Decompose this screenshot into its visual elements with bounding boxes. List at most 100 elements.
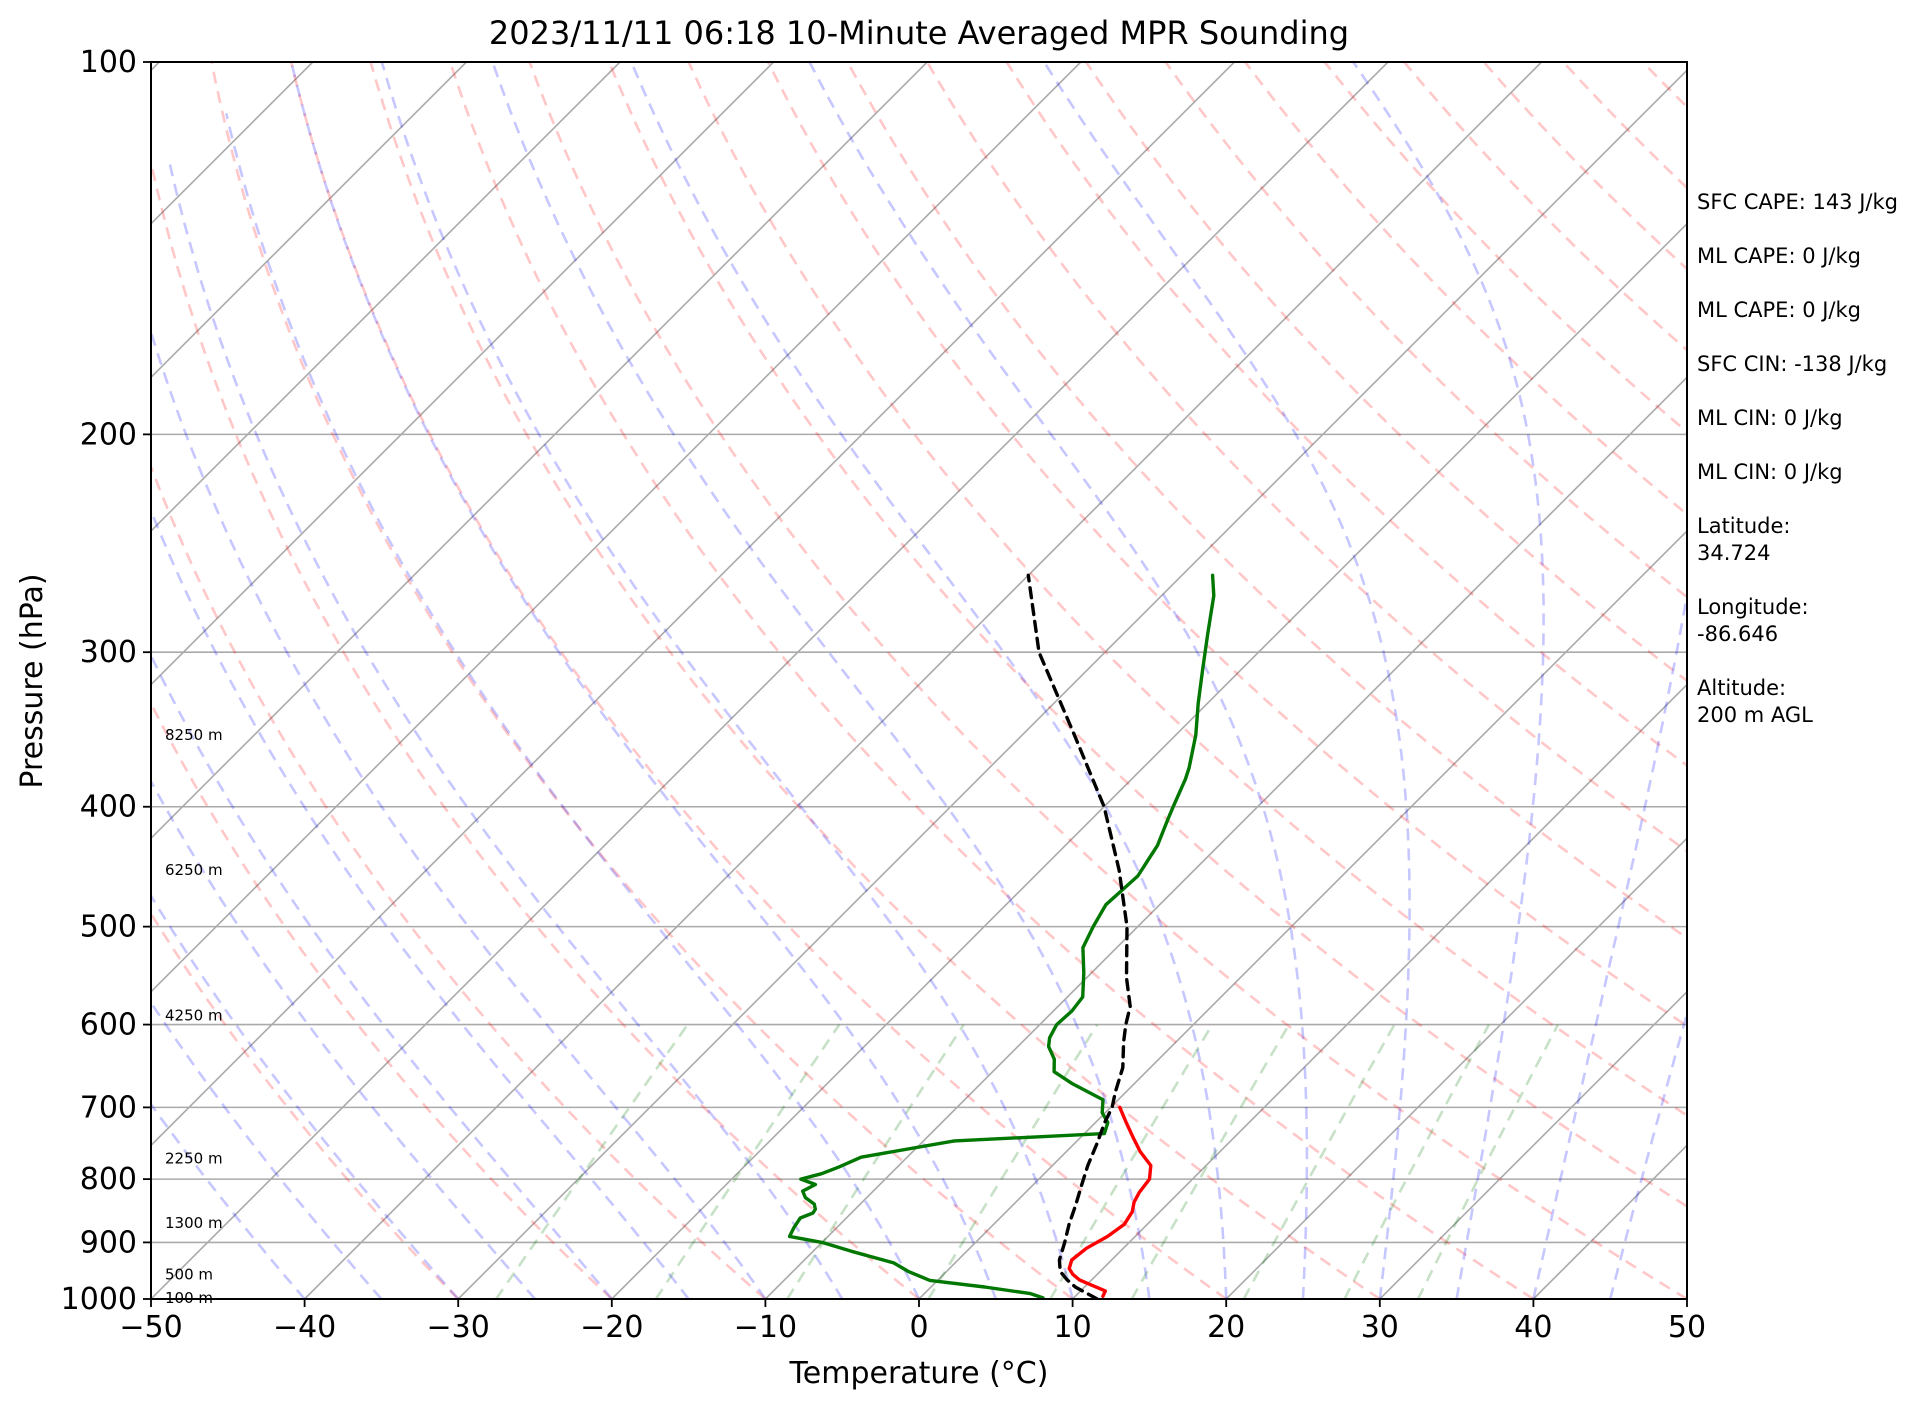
isotherm-line xyxy=(151,62,928,840)
height-labels: 100 m 500 m 1300 m 2250 m 4250 m 6250 m 8250 m xyxy=(165,726,223,1307)
temperature-line xyxy=(1067,1105,1153,1298)
moist-adiabat-line xyxy=(491,62,1151,1299)
mixing-ratio-line xyxy=(1343,1023,1491,1299)
isotherm-line xyxy=(0,62,6,1299)
info-panel-line: ML CIN: 0 J/kg xyxy=(1697,406,1843,430)
x-tick-label: 0 xyxy=(909,1310,928,1345)
isotherm-line xyxy=(304,62,1543,1299)
x-tick-label: −30 xyxy=(427,1310,490,1345)
moist-adiabat-line xyxy=(151,327,767,1299)
isotherm-line xyxy=(151,62,1235,1147)
dewpoint-line xyxy=(787,573,1216,1299)
isotherm-line xyxy=(611,222,1687,1299)
moist-adiabat-line xyxy=(151,778,536,1299)
moist-adiabat-line xyxy=(290,62,998,1299)
info-panel-line: ML CIN: 0 J/kg xyxy=(1697,460,1843,484)
isotherm-line xyxy=(918,529,1687,1299)
dry-adiabat-line xyxy=(1403,62,1687,352)
moist-adiabat-line xyxy=(630,62,1228,1299)
isotherm-line xyxy=(1379,990,1687,1299)
x-tick-label: 10 xyxy=(1054,1310,1092,1345)
info-panel-line: ML CAPE: 0 J/kg xyxy=(1697,298,1861,322)
dry-adiabat-line xyxy=(448,62,1535,1299)
moist-adiabat-line xyxy=(1043,62,1411,1299)
moist-adiabat-line xyxy=(151,1000,383,1299)
x-tick-label: −40 xyxy=(273,1310,336,1345)
moist-adiabat-line xyxy=(151,893,460,1299)
y-tick-label: 500 xyxy=(80,910,137,945)
x-axis-ticks: −50 −40 −30 −20 −10 0 10 20 30 40 50 xyxy=(119,1299,1706,1345)
info-panel-line: -86.646 xyxy=(1697,622,1778,646)
info-panel-line: Altitude: xyxy=(1697,676,1786,700)
height-label: 6250 m xyxy=(165,861,223,879)
mixing-ratio-line xyxy=(927,1023,1099,1299)
isotherm-line xyxy=(151,62,775,686)
isotherm-line xyxy=(151,62,467,379)
moist-adiabat-line xyxy=(151,652,613,1299)
y-tick-label: 600 xyxy=(80,1008,137,1043)
info-panel-line: ML CAPE: 0 J/kg xyxy=(1697,244,1861,268)
x-tick-label: −50 xyxy=(119,1310,182,1345)
x-axis-label: Temperature (°C) xyxy=(789,1356,1049,1391)
mixing-ratio-line xyxy=(1416,1023,1560,1299)
dry-adiabat-line xyxy=(151,463,767,1299)
parcel-profile-line xyxy=(1026,573,1132,1299)
dry-adiabat-line xyxy=(1005,62,1687,768)
dry-adiabat-line xyxy=(528,62,1687,1299)
y-tick-label: 900 xyxy=(80,1225,137,1260)
moist-adiabat-line xyxy=(808,62,1309,1299)
y-tick-label: 300 xyxy=(80,635,137,670)
isotherm-line xyxy=(457,69,1687,1299)
dry-adiabat-line xyxy=(607,62,1687,1208)
x-tick-label: −10 xyxy=(734,1310,797,1345)
background-lines xyxy=(0,62,1687,1299)
dry-adiabat-line xyxy=(210,62,1074,1299)
dry-adiabat-line xyxy=(1164,62,1687,599)
mixing-ratio-line xyxy=(1242,1023,1396,1299)
info-panel-line: SFC CIN: -138 J/kg xyxy=(1697,352,1887,376)
isotherm-line xyxy=(764,376,1687,1299)
y-tick-label: 100 xyxy=(80,45,137,80)
x-tick-label: 50 xyxy=(1668,1310,1706,1345)
mixing-ratio-line xyxy=(1049,1023,1214,1299)
mixing-ratio-line xyxy=(786,1023,965,1299)
info-panel-line: 34.724 xyxy=(1697,541,1770,565)
height-label: 4250 m xyxy=(165,1007,223,1025)
x-tick-label: 40 xyxy=(1514,1310,1552,1345)
dry-adiabat-line xyxy=(369,62,1381,1299)
y-tick-label: 800 xyxy=(80,1162,137,1197)
isotherm-line xyxy=(151,62,1389,1299)
moist-adiabat-line xyxy=(167,159,844,1299)
y-axis-ticks: 100 200 300 400 500 600 700 800 900 1000 xyxy=(61,45,151,1317)
y-tick-label: 700 xyxy=(80,1090,137,1125)
isotherm-line xyxy=(1225,837,1687,1299)
mixing-ratio-line xyxy=(654,1023,841,1299)
x-tick-label: 20 xyxy=(1207,1310,1245,1345)
y-tick-label: 200 xyxy=(80,417,137,452)
y-axis-label: Pressure (hPa) xyxy=(15,573,50,788)
y-tick-label: 400 xyxy=(80,790,137,825)
dry-adiabat-line xyxy=(687,62,1687,1117)
x-tick-label: 30 xyxy=(1361,1310,1399,1345)
height-label: 8250 m xyxy=(165,726,223,744)
moist-adiabat-line xyxy=(380,62,1074,1299)
mixing-ratio-line xyxy=(1130,1023,1291,1299)
info-panel-line: 200 m AGL xyxy=(1697,703,1813,727)
moist-adiabat-line xyxy=(151,507,690,1299)
mixing-ratio-line xyxy=(495,1023,689,1299)
info-panel: SFC CAPE: 143 J/kg ML CAPE: 0 J/kg ML CAPE… xyxy=(1697,190,1898,727)
info-panel-line: SFC CAPE: 143 J/kg xyxy=(1697,190,1898,214)
height-label: 1300 m xyxy=(165,1214,223,1232)
height-label: 500 m xyxy=(165,1265,213,1283)
dry-adiabat-line xyxy=(289,62,1227,1299)
moist-adiabat-line xyxy=(224,112,921,1299)
isotherm-line xyxy=(1072,683,1687,1299)
chart-title: 2023/11/11 06:18 10-Minute Averaged MPR … xyxy=(489,14,1349,52)
info-panel-line: Latitude: xyxy=(1697,514,1791,538)
isotherm-line xyxy=(151,62,1082,993)
height-label: 100 m xyxy=(165,1289,213,1307)
y-tick-label: 1000 xyxy=(61,1282,137,1317)
height-label: 2250 m xyxy=(165,1150,223,1168)
moist-adiabat-line xyxy=(1352,62,1545,1299)
